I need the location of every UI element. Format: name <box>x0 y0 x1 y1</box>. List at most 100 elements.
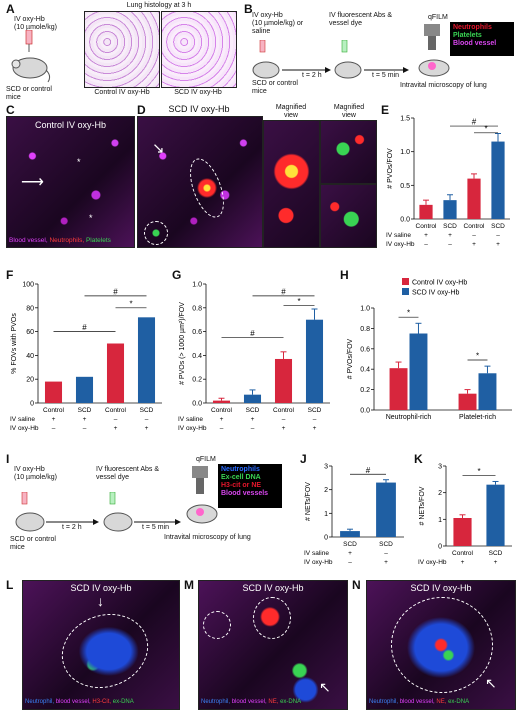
row1-value: – <box>384 550 388 557</box>
l-micrograph: SCD IV oxy-Hb ↓ Neutrophil, blood vessel… <box>22 580 180 710</box>
y-tick-label: 0.0 <box>192 401 202 408</box>
bar <box>243 394 262 403</box>
row1-label: IV saline <box>304 550 329 557</box>
d-pvo-outline <box>183 154 231 222</box>
chart-j: # NETs/FOV 0 1 2 3 SCD + – SCD – + IV saline IV oxy-… <box>304 464 404 566</box>
y-tick-label: 1.0 <box>400 149 410 156</box>
d-platelet-outline <box>144 221 168 245</box>
i-step2-text: IV fluorescent Abs & vessel dye <box>96 466 160 481</box>
panel-label-b: B <box>244 2 253 16</box>
panel-label-g: G <box>172 268 182 282</box>
row2-value: + <box>472 241 476 248</box>
i-caption: Intravital microscopy of lung <box>164 534 251 541</box>
n-channel-caption: Neutrophil, blood vessel, NE, ex-DNA <box>369 699 469 705</box>
row1-value: + <box>448 232 452 239</box>
bar <box>491 141 505 219</box>
d-micrograph-title: SCD IV oxy-Hb <box>168 104 230 114</box>
row2-label: IV oxy-Hb <box>10 425 39 432</box>
m-caption-neutrophil: Neutrophil, <box>201 699 232 705</box>
panel-label-j: J <box>300 452 307 466</box>
bar <box>389 368 408 410</box>
row2-value: + <box>145 425 149 432</box>
m-micrograph-title: SCD IV oxy-Hb <box>242 583 304 593</box>
row1-value: – <box>282 416 286 423</box>
y-tick-label: 0 <box>30 401 34 408</box>
c-caption-neutrophils: Neutrophils, <box>49 237 86 244</box>
bar <box>458 393 477 410</box>
y-axis-label: % FOVs with PVOs <box>11 313 18 374</box>
y-axis-label: # PVOs (> 1000 µm²)/FOV <box>179 302 186 385</box>
panel-label-n: N <box>352 578 361 592</box>
y-tick-label: 1 <box>324 511 328 518</box>
b-step1-text: IV oxy-Hb (10 µmole/kg) or saline <box>252 12 304 35</box>
i-t2-label: t = 5 min <box>142 524 170 531</box>
y-tick-label: 20 <box>26 377 34 384</box>
m-caption-ne: NE, <box>268 699 281 705</box>
m-net-outline <box>253 597 291 639</box>
bar <box>453 518 472 546</box>
a-mice-text: SCD or control mice <box>6 86 52 101</box>
i-workflow-diagram <box>15 492 181 532</box>
significance-label: * <box>297 297 300 306</box>
c-micrograph-title: Control IV oxy-Hb <box>34 120 107 130</box>
y-tick-label: 100 <box>22 282 34 289</box>
m-caption-vessel: blood vessel, <box>231 699 269 705</box>
significance-label: # <box>250 329 255 338</box>
bar <box>376 482 396 537</box>
b-microscope-icon <box>418 24 450 77</box>
x-tick-label: SCD <box>489 550 503 557</box>
d-micrograph: ↘ <box>137 116 263 248</box>
b-step2-text: IV fluorescent Abs & vessel dye <box>329 12 393 27</box>
y-tick-label: 0 <box>324 535 328 542</box>
d-magnified-view-1 <box>263 120 320 248</box>
row1-value: – <box>472 232 476 239</box>
bar <box>340 531 360 537</box>
row1-label: IV oxy-Hb <box>418 559 447 566</box>
b-legend-neutrophils: Neutrophils <box>453 24 492 31</box>
y-axis-label: # NETs/FOV <box>305 482 312 521</box>
l-caption-exdna: ex-DNA <box>112 699 134 705</box>
panel-label-i: I <box>6 452 10 466</box>
legend-entry: Control IV oxy-Hb <box>412 280 467 287</box>
y-tick-label: 0 <box>438 544 442 551</box>
x-tick-label: SCD <box>78 407 92 414</box>
row2-value: – <box>348 559 352 566</box>
a-histology-control-image <box>84 11 160 88</box>
l-net-outline <box>51 602 159 700</box>
legend-swatch <box>402 278 409 285</box>
row2-value: – <box>220 425 224 432</box>
row1-value: + <box>83 416 87 423</box>
n-caption-vessel: blood vessel, <box>399 699 437 705</box>
row1-label: IV saline <box>178 416 203 423</box>
row2-label: IV oxy-Hb <box>178 425 207 432</box>
b-method-label: qFILM <box>428 14 448 21</box>
significance-label: * <box>477 467 480 476</box>
bar <box>467 178 481 219</box>
y-tick-label: 3 <box>438 464 442 471</box>
n-micrograph: SCD IV oxy-Hb ↖ Neutrophil, blood vessel… <box>366 580 516 710</box>
b-mice-text: SCD or control mice <box>252 80 298 95</box>
panel-label-m: M <box>184 578 194 592</box>
b-caption: Intravital microscopy of lung <box>400 82 487 89</box>
y-tick-label: 3 <box>324 464 328 471</box>
l-caption-h3cit: H3-Cit, <box>92 699 113 705</box>
bar <box>443 200 457 219</box>
row2-value: + <box>313 425 317 432</box>
x-tick-label: SCD <box>491 223 505 230</box>
row1-value: + <box>461 559 465 566</box>
x-tick-label: Control <box>452 550 474 557</box>
a-histology-scd-image <box>161 11 237 88</box>
y-tick-label: 0.8 <box>360 326 370 333</box>
y-tick-label: 80 <box>26 305 34 312</box>
x-tick-label: Control <box>105 407 127 414</box>
panel-label-c: C <box>6 103 15 117</box>
c-arrow-icon: ⟶ <box>21 174 44 191</box>
panel-label-k: K <box>414 452 423 466</box>
b-t1-label: t = 2 h <box>302 72 322 79</box>
panel-label-a: A <box>6 2 15 16</box>
i-legend-ex-cell-dna: Ex-cell DNA <box>221 474 261 481</box>
y-tick-label: 0.6 <box>192 329 202 336</box>
panel-label-d: D <box>137 103 146 117</box>
i-t1-label: t = 2 h <box>62 524 82 531</box>
x-tick-label: Control <box>273 407 295 414</box>
